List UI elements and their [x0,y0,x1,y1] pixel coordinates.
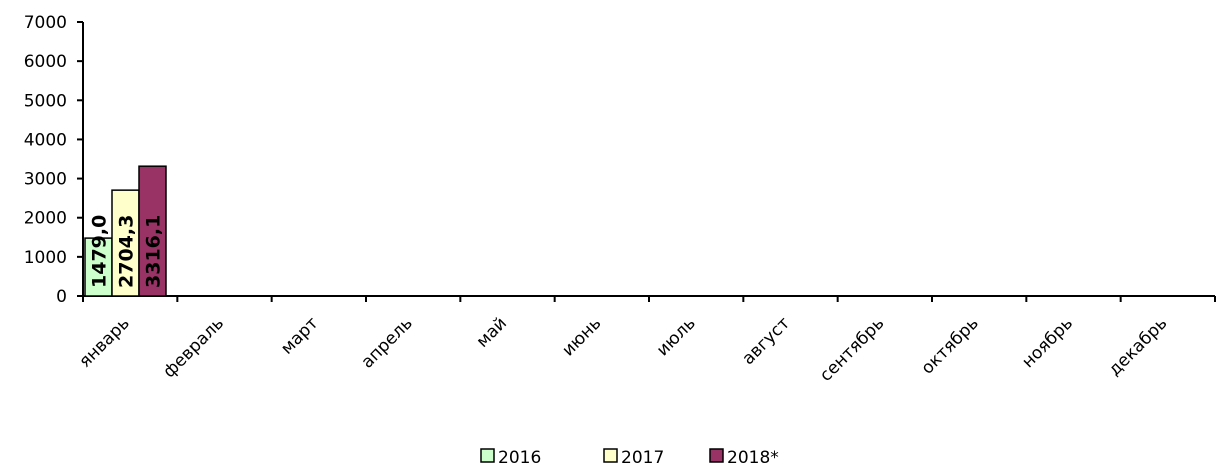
y-tick-label: 2000 [24,209,67,229]
data-label: 3316,1 [143,215,165,288]
x-tick-label: январь [75,313,133,371]
legend-label: 2018* [727,448,779,468]
x-tick-label: август [738,313,794,369]
x-tick-label: февраль [159,313,228,382]
y-tick-label: 6000 [24,52,67,72]
x-tick-label: ноябрь [1018,313,1077,372]
x-tick-label: июль [653,313,700,360]
y-tick-label: 5000 [24,91,67,111]
bar [111,189,140,297]
data-label: 2704,3 [116,215,138,288]
legend-label: 2017 [621,448,664,468]
x-tick-label: июнь [558,313,605,360]
y-tick-label: 3000 [24,170,67,190]
x-tick-label: октябрь [918,313,983,378]
y-tick-label: 1000 [24,248,67,268]
y-tick-label: 4000 [24,130,67,150]
y-tick-label: 7000 [24,13,67,33]
x-tick-label: декабрь [1105,313,1172,380]
legend-swatch [709,448,724,463]
data-label: 1479,0 [89,215,111,288]
x-tick-label: апрель [358,313,417,372]
legend-swatch [480,448,495,463]
x-tick-label: сентябрь [816,313,888,385]
x-tick-label: май [473,313,511,351]
legend-label: 2016 [498,448,541,468]
bar [84,237,113,297]
y-tick-label: 0 [56,287,67,307]
bar [138,165,167,297]
x-tick-label: март [277,313,322,358]
legend-swatch [603,448,618,463]
